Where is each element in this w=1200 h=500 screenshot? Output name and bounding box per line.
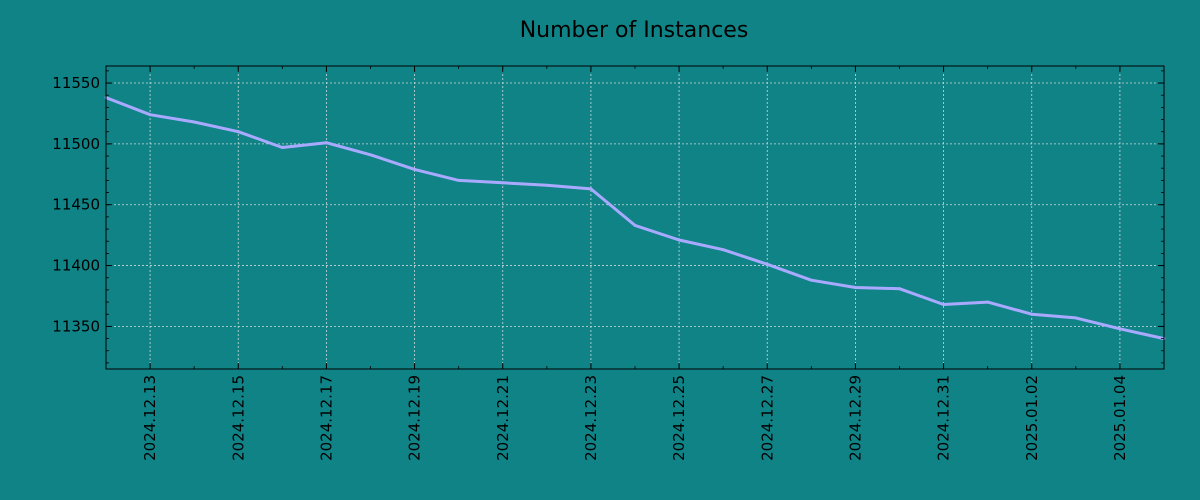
chart-title: Number of Instances [520, 18, 749, 43]
y-tick-label: 11350 [52, 317, 100, 335]
x-tick-label: 2024.12.31 [935, 375, 953, 461]
data-point [721, 248, 725, 252]
data-point [942, 303, 945, 306]
data-point [677, 238, 681, 242]
x-tick-label: 2024.12.21 [494, 375, 512, 461]
data-point [413, 168, 416, 171]
data-point [1074, 316, 1078, 320]
data-point [633, 224, 637, 227]
data-point [1030, 312, 1034, 316]
x-tick-label: 2024.12.29 [846, 375, 864, 461]
data-point [501, 181, 505, 185]
y-axis: 11350 11400 11450 11500 11550 [52, 70, 1164, 364]
data-point [854, 286, 857, 289]
data-point [280, 146, 284, 149]
x-tick-label: 2024.12.17 [317, 375, 335, 461]
data-points [104, 96, 1166, 340]
x-tick-label: 2025.01.02 [1023, 375, 1041, 461]
x-tick-label: 2024.12.27 [758, 375, 776, 461]
x-tick-label: 2024.12.19 [406, 375, 424, 461]
grid [106, 66, 1164, 369]
x-tick-label: 2024.12.25 [670, 375, 688, 461]
y-tick-label: 11450 [52, 196, 100, 214]
data-point [236, 130, 240, 134]
y-tick-label: 11550 [52, 74, 100, 92]
y-tick-label: 11500 [52, 135, 100, 153]
data-point [148, 113, 152, 117]
data-point [325, 141, 328, 145]
x-tick-label: 2025.01.04 [1111, 375, 1129, 461]
y-tick-label: 11400 [52, 257, 100, 275]
data-point [986, 300, 990, 304]
data-point [589, 187, 593, 191]
data-point [369, 153, 372, 157]
data-point [765, 262, 769, 266]
x-axis: 2024.12.13 2024.12.15 2024.12.17 2024.12.19… [105, 66, 1165, 461]
data-point [809, 278, 813, 282]
data-point [192, 120, 196, 124]
x-tick-label: 2024.12.13 [141, 375, 159, 461]
data-point [1118, 327, 1122, 331]
data-point [457, 178, 461, 182]
x-tick-label: 2024.12.23 [582, 375, 600, 461]
data-point [545, 183, 549, 187]
x-tick-label: 2024.12.15 [229, 375, 247, 461]
data-point [898, 287, 901, 291]
